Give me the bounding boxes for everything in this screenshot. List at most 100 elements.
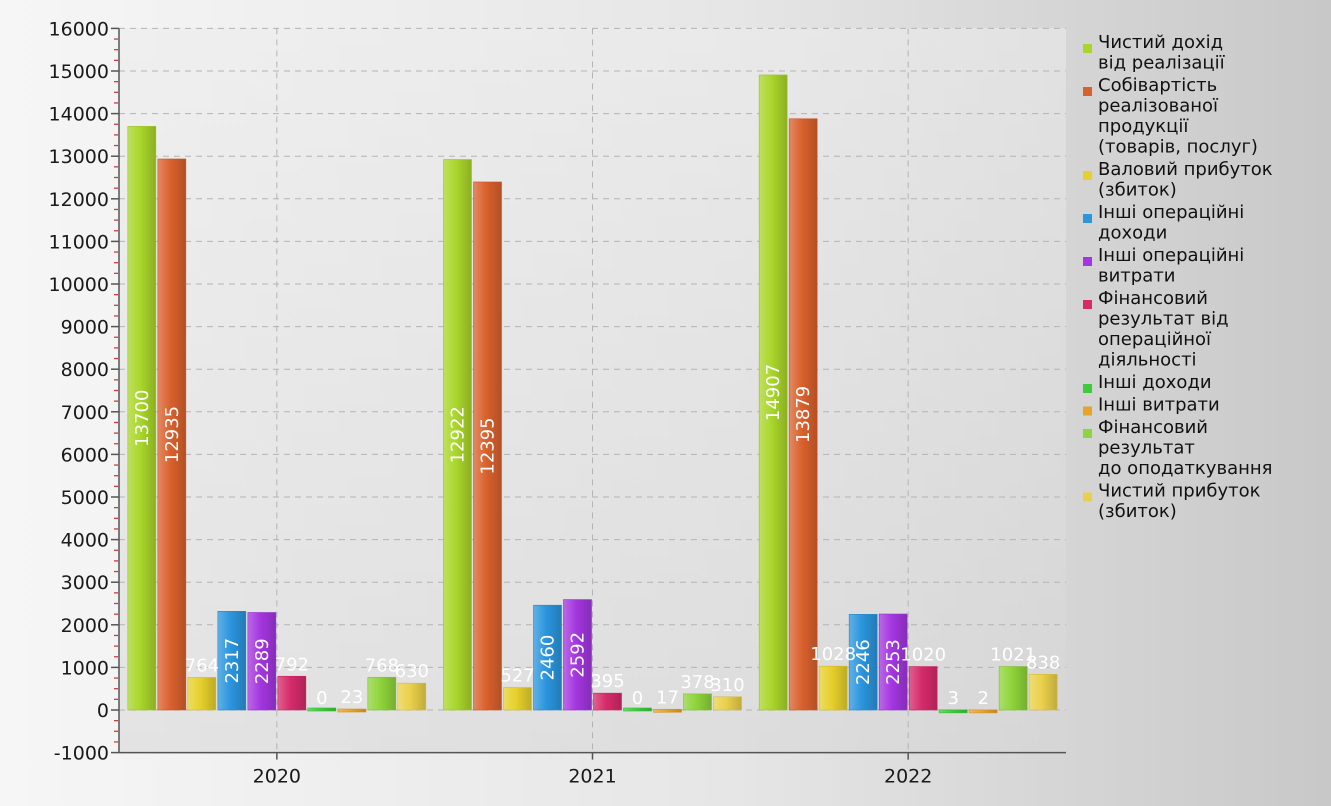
bar-value-label: 395 — [590, 671, 624, 692]
bar[interactable] — [443, 159, 472, 711]
bar-value-label: 23 — [340, 687, 363, 708]
bar-value-label: 3 — [947, 688, 958, 709]
bar[interactable] — [683, 693, 712, 711]
bar[interactable] — [1028, 674, 1058, 711]
legend-swatch — [1083, 44, 1092, 53]
legend-label: Інші операційні доходи — [1098, 202, 1244, 244]
y-tick-label: 14000 — [49, 104, 109, 126]
y-tick-label: 1000 — [61, 657, 109, 679]
bar-value-label: 1020 — [900, 645, 946, 666]
y-tick-label: 16000 — [49, 18, 109, 40]
bar[interactable] — [968, 709, 998, 714]
bar[interactable] — [337, 708, 367, 713]
x-tick-label: 2021 — [568, 766, 616, 788]
bar-value-label: 13700 — [132, 390, 153, 447]
bar[interactable] — [998, 666, 1028, 711]
legend-swatch — [1083, 406, 1092, 416]
legend-swatch — [1083, 492, 1092, 502]
bar-value-label: 378 — [680, 672, 714, 693]
bar[interactable] — [127, 126, 157, 711]
bar[interactable] — [938, 709, 968, 714]
bar-value-label: 2592 — [568, 632, 589, 678]
bar[interactable] — [653, 708, 682, 713]
bar[interactable] — [623, 707, 652, 712]
legend-swatch — [1083, 87, 1092, 96]
legend-label: Фінансовий результат до оподаткування — [1098, 417, 1272, 479]
bar[interactable] — [187, 677, 217, 711]
legend-swatch — [1083, 171, 1092, 180]
bar[interactable] — [908, 666, 938, 711]
legend-swatch — [1083, 429, 1092, 438]
legend-label: Інші операційні витрати — [1098, 245, 1244, 287]
legend-swatch — [1083, 300, 1092, 309]
bar[interactable] — [397, 682, 427, 711]
bar[interactable] — [593, 692, 622, 711]
y-tick-label: 12000 — [49, 189, 109, 211]
y-tick-label: 0 — [97, 700, 109, 722]
bar-value-label: 764 — [185, 655, 219, 676]
y-tick-label: 9000 — [61, 317, 109, 339]
x-tick-label: 2020 — [253, 766, 301, 788]
legend-label: Чистий прибуток (збиток) — [1098, 481, 1261, 523]
legend-label: Інші доходи — [1098, 372, 1212, 393]
bar-value-label: 12922 — [448, 406, 469, 463]
bar-value-label: 13879 — [793, 386, 814, 443]
bar[interactable] — [758, 74, 788, 711]
bar-value-label: 2460 — [538, 635, 559, 681]
bar[interactable] — [818, 665, 848, 711]
y-tick-label: 15000 — [49, 61, 109, 83]
legend-swatch — [1083, 214, 1092, 223]
bar-value-label: 1021 — [990, 645, 1036, 666]
y-tick-label: 5000 — [61, 487, 109, 509]
legend-swatch — [1083, 384, 1092, 393]
bar-value-label: 0 — [316, 688, 327, 709]
bar[interactable] — [848, 614, 878, 711]
bar[interactable] — [788, 118, 818, 711]
bar-value-label: 768 — [365, 655, 399, 676]
bar[interactable] — [277, 675, 307, 711]
bar-value-label: 1028 — [810, 644, 856, 665]
grid-layer — [119, 27, 1066, 754]
bar[interactable] — [473, 181, 502, 711]
bar[interactable] — [713, 696, 742, 711]
bar-value-label: 310 — [710, 675, 744, 696]
y-tick-label: 11000 — [49, 231, 109, 253]
bar[interactable] — [367, 676, 397, 711]
bar[interactable] — [503, 687, 532, 711]
y-tick-label: -1000 — [54, 743, 109, 765]
y-tick-label: 8000 — [61, 359, 109, 381]
bar[interactable] — [307, 707, 337, 712]
legend-label: Собівартість реалізованої продукції (товарі… — [1098, 75, 1258, 158]
x-tick-label: 2022 — [884, 766, 932, 788]
y-tick-label: 3000 — [61, 572, 109, 594]
legend-label: Чистий дохід від реалізації — [1098, 32, 1226, 74]
y-tick-label: 10000 — [49, 274, 109, 296]
legend-label: Фінансовий результат від операційної діяльн… — [1098, 288, 1229, 371]
bar[interactable] — [247, 612, 277, 711]
bar-value-label: 2253 — [883, 639, 904, 685]
legend-label: Валовий прибуток (збиток) — [1098, 159, 1273, 201]
y-tick-label: 13000 — [49, 146, 109, 168]
bar-value-label: 17 — [656, 687, 679, 708]
bar[interactable] — [157, 158, 187, 711]
plot-area — [119, 28, 1066, 752]
bar-value-label: 12395 — [478, 417, 499, 474]
bar-value-label: 2289 — [252, 638, 273, 684]
bar[interactable] — [533, 604, 562, 711]
bar[interactable] — [563, 599, 592, 711]
bar-value-label: 527 — [500, 666, 534, 687]
bars-layer — [127, 74, 1058, 714]
y-tick-label: 2000 — [61, 615, 109, 637]
bar[interactable] — [217, 610, 247, 711]
legend-label: Інші витрати — [1098, 395, 1220, 416]
bar-value-label: 12935 — [162, 406, 183, 463]
bar-value-label: 2246 — [853, 639, 874, 685]
bar[interactable] — [878, 613, 908, 711]
axis-layer: -1000 0 1000 2000 3000 4000 5000 6000 7000 8000 90… — [49, 18, 1066, 788]
bar-value-label: 0 — [632, 688, 643, 709]
y-tick-label: 6000 — [61, 444, 109, 466]
